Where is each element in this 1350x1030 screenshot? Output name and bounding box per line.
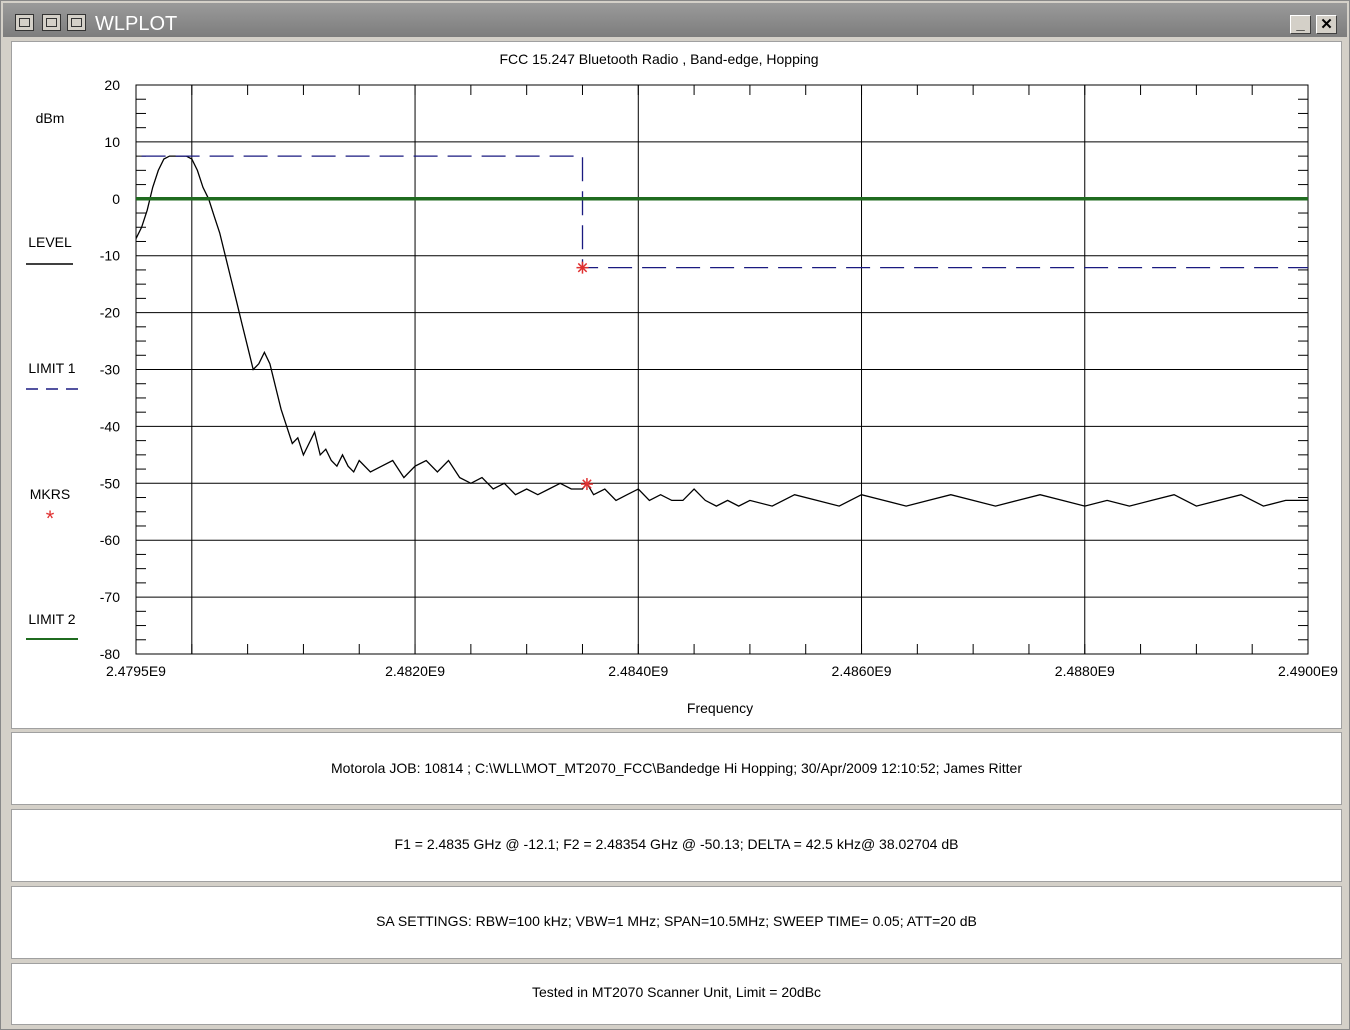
sa-settings-text: SA SETTINGS: RBW=100 kHz; VBW=1 MHz; SPA… (376, 913, 977, 929)
legend-limit1-label: LIMIT 1 (28, 360, 75, 376)
job-info-text: Motorola JOB: 10814 ; C:\WLL\MOT_MT2070_… (330, 760, 1023, 776)
legend-mkrs-symbol: * (46, 506, 55, 531)
legend-mkrs-label: MKRS (30, 486, 70, 502)
window-title: WLPLOT (95, 13, 178, 35)
window-icon[interactable] (42, 14, 61, 31)
client-area: FCC 15.247 Bluetooth Radio , Band-edge, … (11, 41, 1342, 1026)
app-icon[interactable] (15, 14, 34, 31)
legend-limit2-label: LIMIT 2 (28, 611, 75, 627)
x-tick-label: 2.4840E9 (608, 663, 668, 679)
job-info-panel: Motorola JOB: 10814 ; C:\WLL\MOT_MT2070_… (11, 732, 1342, 805)
test-notes-panel: Tested in MT2070 Scanner Unit, Limit = 2… (11, 963, 1342, 1025)
series-limit-1 (141, 155, 1308, 269)
chart-svg: FCC 15.247 Bluetooth Radio , Band-edge, … (26, 51, 1338, 716)
chart-title: FCC 15.247 Bluetooth Radio , Band-edge, … (499, 51, 818, 67)
plot-panel: FCC 15.247 Bluetooth Radio , Band-edge, … (11, 41, 1342, 729)
x-axis-label: Frequency (687, 700, 753, 716)
y-tick-label: -70 (100, 589, 120, 605)
y-tick-label: -10 (100, 248, 120, 264)
minimize-button[interactable]: _ (1290, 15, 1311, 34)
x-tick-label: 2.4795E9 (106, 663, 166, 679)
y-tick-label: 20 (104, 77, 120, 93)
sa-settings-panel: SA SETTINGS: RBW=100 kHz; VBW=1 MHz; SPA… (11, 886, 1342, 959)
x-tick-label: 2.4900E9 (1278, 663, 1338, 679)
x-tick-label: 2.4880E9 (1055, 663, 1115, 679)
y-tick-label: 0 (112, 191, 120, 207)
y-axis-label: dBm (36, 110, 65, 126)
title-bar[interactable]: WLPLOT _ ✕ (3, 3, 1347, 37)
y-tick-labels: 20 10 0 -10 -20 -30 -40 -50 -60 -70 -80 (100, 77, 120, 662)
series-group (135, 155, 1308, 507)
marker-stroke (582, 479, 592, 489)
x-tick-label: 2.4860E9 (832, 663, 892, 679)
markers-group (576, 261, 593, 491)
y-tick-label: -50 (100, 475, 120, 491)
grid (135, 84, 1309, 655)
close-button[interactable]: ✕ (1316, 15, 1337, 34)
x-tick-labels: 2.4795E9 2.4820E9 2.4840E9 2.4860E9 2.4880E9… (106, 663, 1338, 679)
marker-info-text: F1 = 2.4835 GHz @ -12.1; F2 = 2.48354 GH… (394, 836, 959, 852)
test-notes-text: Tested in MT2070 Scanner Unit, Limit = 2… (531, 984, 822, 1000)
legend-level-label: LEVEL (28, 234, 72, 250)
y-tick-label: -80 (100, 646, 120, 662)
y-tick-label: -20 (100, 305, 120, 321)
y-tick-label: -60 (100, 532, 120, 548)
marker-point (580, 478, 593, 491)
window-icon-2[interactable] (67, 14, 86, 31)
y-tick-label: 10 (104, 134, 120, 150)
x-tick-label: 2.4820E9 (385, 663, 445, 679)
marker-stroke (577, 262, 588, 273)
y-tick-label: -40 (100, 418, 120, 434)
y-tick-label: -30 (100, 362, 120, 378)
marker-point (576, 261, 589, 274)
series-level (135, 155, 1308, 507)
marker-info-panel: F1 = 2.4835 GHz @ -12.1; F2 = 2.48354 GH… (11, 809, 1342, 882)
